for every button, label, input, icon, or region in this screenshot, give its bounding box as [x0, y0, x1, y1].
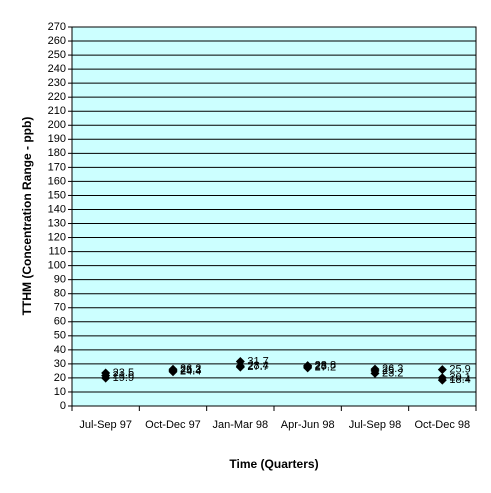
y-tick-label: 80	[54, 288, 66, 300]
y-tick-label: 210	[48, 105, 66, 117]
y-tick-label: 160	[48, 175, 66, 187]
data-label: 27.2	[315, 362, 336, 374]
marker	[168, 367, 178, 377]
x-tick-label: Jul-Sep 97	[79, 419, 132, 431]
data-label: 26.3	[382, 363, 403, 375]
y-tick-label: 50	[54, 330, 66, 342]
data-label: 25	[382, 365, 394, 377]
y-tick-label: 180	[48, 147, 66, 159]
x-axis-title: Time (Quarters)	[229, 457, 318, 471]
y-tick-label: 260	[48, 35, 66, 47]
x-tick-label: Oct-Dec 98	[415, 419, 471, 431]
y-tick-label: 100	[48, 260, 66, 272]
y-tick-label: 10	[54, 386, 66, 398]
y-tick-label: 170	[48, 161, 66, 173]
data-label: 18.4	[449, 374, 470, 386]
y-tick-label: 150	[48, 189, 66, 201]
x-tick-label: Oct-Dec 97	[145, 419, 201, 431]
y-tick-label: 200	[48, 119, 66, 131]
marker	[370, 368, 380, 378]
y-tick-label: 20	[54, 372, 66, 384]
x-tick-label: Jul-Sep 98	[349, 419, 402, 431]
marker	[235, 362, 245, 372]
marker	[437, 375, 447, 385]
data-label: 20.1	[449, 372, 470, 384]
data-label: 24.4	[180, 366, 201, 378]
data-label: 28	[315, 361, 327, 373]
data-label: 23.2	[382, 367, 403, 379]
plot-area	[71, 26, 477, 407]
marker	[303, 363, 313, 373]
data-label: 25.9	[449, 364, 470, 376]
marker	[235, 357, 245, 367]
x-tick-label: Apr-Jun 98	[281, 419, 335, 431]
x-tick-label: Jan-Mar 98	[213, 419, 269, 431]
y-tick-label: 110	[48, 245, 66, 257]
y-tick-label: 60	[54, 316, 66, 328]
data-label: 23.5	[113, 367, 134, 379]
y-tick-label: 70	[54, 302, 66, 314]
data-label: 21.6	[113, 370, 134, 382]
y-tick-label: 230	[48, 77, 66, 89]
data-label: 31.7	[247, 355, 268, 367]
y-tick-label: 140	[48, 203, 66, 215]
y-axis-title: TTHM (Concentration Range - ppb)	[20, 117, 34, 316]
y-tick-label: 0	[60, 400, 66, 412]
data-label: 28.4	[247, 360, 268, 372]
y-tick-label: 120	[48, 231, 66, 243]
y-tick-label: 240	[48, 63, 66, 75]
data-label: 19.9	[113, 372, 134, 384]
data-label: 28.8	[315, 359, 336, 371]
data-label: 26.2	[180, 363, 201, 375]
y-tick-label: 40	[54, 344, 66, 356]
marker	[101, 373, 111, 383]
y-tick-label: 90	[54, 274, 66, 286]
y-tick-label: 250	[48, 49, 66, 61]
marker	[437, 365, 447, 375]
data-label: 27.7	[247, 361, 268, 373]
y-tick-label: 30	[54, 358, 66, 370]
y-tick-label: 220	[48, 91, 66, 103]
y-tick-label: 130	[48, 217, 66, 229]
data-label: 25.3	[180, 364, 201, 376]
y-tick-label: 270	[48, 21, 66, 33]
y-tick-label: 190	[48, 133, 66, 145]
